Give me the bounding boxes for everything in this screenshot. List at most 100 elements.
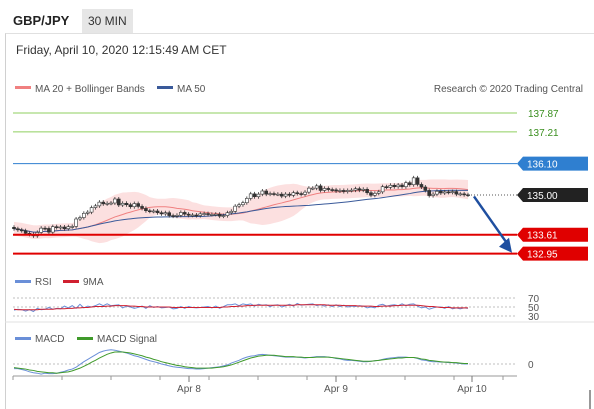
macd-signal-legend-swatch <box>77 337 93 340</box>
candle <box>179 212 183 216</box>
support-label: 132.95 <box>527 250 558 261</box>
candle <box>268 193 272 195</box>
candle <box>283 193 288 197</box>
candle <box>136 203 140 207</box>
candle <box>128 204 133 208</box>
candle <box>357 188 362 191</box>
rsi-ma-legend-label: 9MA <box>83 277 104 288</box>
candle <box>380 186 385 193</box>
candle <box>85 211 90 214</box>
x-tick-label: Apr 10 <box>457 384 487 395</box>
forecast-arrow-head <box>499 237 512 253</box>
candle <box>233 205 237 212</box>
candle <box>12 226 16 230</box>
macd-signal-line <box>13 351 468 374</box>
candle <box>109 202 113 205</box>
candle <box>435 190 439 195</box>
candle <box>442 191 447 194</box>
candle <box>450 191 455 193</box>
candle <box>51 226 55 233</box>
candle <box>116 198 121 206</box>
candle <box>140 206 144 209</box>
candle <box>89 207 94 213</box>
candle <box>93 205 98 208</box>
candle <box>462 193 466 196</box>
candle <box>120 202 125 206</box>
candle <box>314 185 319 189</box>
candle <box>155 210 160 214</box>
candle <box>54 226 59 229</box>
candle <box>39 227 43 233</box>
candle <box>23 230 28 234</box>
candle <box>175 214 179 217</box>
candle <box>369 192 373 196</box>
resistance-label: 137.87 <box>528 109 559 120</box>
candle <box>124 202 129 206</box>
candle <box>159 212 164 215</box>
chart-legend: MA 20 + Bollinger Bands MA 50 Research ©… <box>15 84 583 95</box>
candle <box>365 188 369 194</box>
candle <box>431 193 435 196</box>
pivot-label: 136.10 <box>527 160 558 171</box>
candle <box>326 188 331 190</box>
candle <box>70 226 75 228</box>
candle <box>245 198 249 204</box>
rsi-line <box>13 302 469 313</box>
candle <box>256 193 261 198</box>
last-price-badge <box>517 188 588 202</box>
candle <box>206 213 210 215</box>
candle <box>342 190 346 192</box>
copyright-text: Research © 2020 Trading Central <box>434 84 583 95</box>
candle <box>373 192 377 196</box>
ma50-legend-label: MA 50 <box>177 84 206 95</box>
candle <box>210 214 214 216</box>
candle <box>279 193 284 197</box>
candle <box>66 226 71 230</box>
candle <box>252 193 257 198</box>
candle <box>248 193 253 199</box>
candle <box>221 215 226 217</box>
x-axis: Apr 8 Apr 9 Apr 10 <box>12 376 504 395</box>
candle <box>260 190 265 195</box>
macd-line <box>14 349 468 375</box>
candle <box>225 212 230 216</box>
candle <box>376 191 381 194</box>
support-badge <box>517 227 588 242</box>
candle <box>276 193 280 196</box>
candle <box>217 213 222 217</box>
rsi-tick-label: 30 <box>528 312 540 323</box>
candle <box>202 213 206 215</box>
candle <box>330 189 334 191</box>
candle <box>182 212 187 215</box>
pivot-badge <box>517 156 588 171</box>
candle <box>454 191 459 195</box>
candle <box>353 188 358 191</box>
candle <box>307 187 311 193</box>
candle <box>303 191 307 195</box>
instrument-title: GBP/JPY <box>13 13 70 28</box>
candle <box>132 203 137 208</box>
candle <box>163 212 168 215</box>
candle <box>396 184 400 188</box>
resistance-label: 137.21 <box>528 128 559 139</box>
chart-datetime: Friday, April 10, 2020 12:15:49 AM CET <box>16 43 227 57</box>
rsi-legend: RSI 9MA <box>15 277 104 288</box>
candle <box>423 186 428 191</box>
candle <box>148 210 152 213</box>
candle <box>194 214 199 217</box>
candle <box>411 177 416 186</box>
candle <box>229 210 234 214</box>
candle <box>190 214 195 217</box>
macd-signal-legend-label: MACD Signal <box>97 334 157 345</box>
timeframe-button[interactable]: 30 MIN <box>82 9 133 33</box>
candle <box>388 184 393 188</box>
candle <box>171 215 175 217</box>
candle <box>43 227 47 230</box>
candle <box>264 190 269 195</box>
candle <box>310 187 315 190</box>
candle <box>446 191 451 194</box>
candle <box>113 198 117 204</box>
candle <box>299 193 303 195</box>
